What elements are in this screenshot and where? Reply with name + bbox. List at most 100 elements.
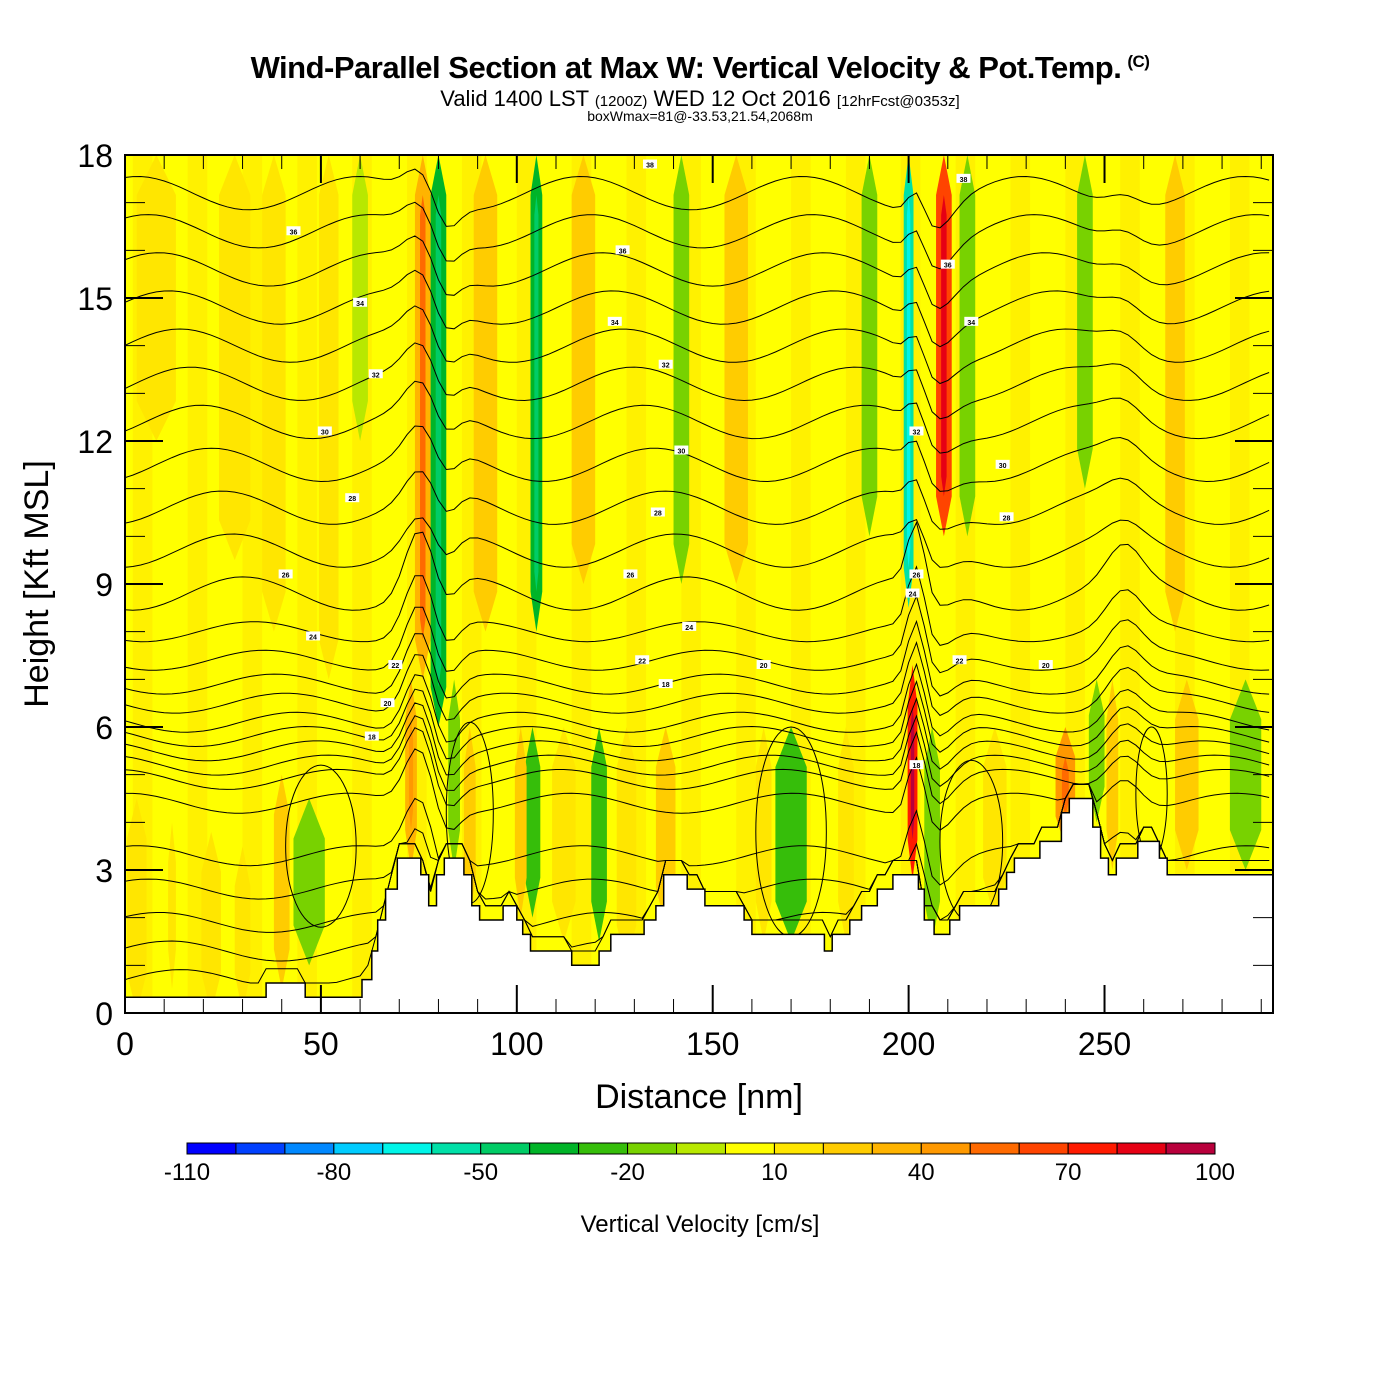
theta-contour-line [125,517,1270,568]
x-axis-label: Distance [nm] [595,1078,803,1116]
colorbar-swatch [1116,1142,1167,1155]
y-tick-label: 3 [95,853,113,889]
contour-label: 32 [658,359,673,370]
contour-label: 28 [999,512,1014,522]
colorbar-swatch [235,1142,286,1155]
colorbar-swatch [284,1142,335,1155]
contour-label: 20 [756,660,771,670]
contour-label-text: 38 [646,163,654,170]
x-tick-label: 100 [490,1026,543,1062]
contour-label-bg [909,426,924,436]
valid-date: WED 12 Oct 2016 [653,86,831,111]
contour-label: 20 [380,698,395,708]
theta-contour-line [125,520,1270,611]
x-tick-label: 0 [116,1026,134,1062]
w-band [552,727,576,942]
contour-label-text: 28 [654,511,662,518]
w-band-core [910,705,915,840]
contour-label: 26 [623,569,638,579]
w-band [1077,155,1093,489]
colorbar-swatch [724,1142,775,1155]
contour-label-text: 36 [290,229,298,236]
contour-label: 18 [658,679,673,689]
theta-contour-line [125,619,1270,699]
contour-label-bg [615,245,630,255]
contour-label-text: 24 [309,634,317,641]
colorbar-swatch [773,1142,824,1155]
copyright-mark: (C) [1127,51,1150,71]
contour-label-text: 26 [627,572,635,579]
contour-label-bg [623,569,638,579]
colorbar-swatch [431,1142,482,1155]
contour-label-text: 32 [372,372,380,379]
contour-label-bg [658,679,673,689]
forecast-info: [12hrFcst@0353z] [836,93,960,110]
contour-label-text: 20 [1042,663,1050,670]
theta-contour-line [125,714,1270,791]
box-info: boxWmax=81@-33.53,21.54,2068m [587,108,813,124]
contour-label: 28 [650,507,665,518]
contour-label-bg [286,226,301,236]
contour-label-bg [278,569,293,579]
theta-contour-line [125,235,1270,310]
colorbar-swatch [1067,1142,1118,1155]
y-tick-label: 12 [77,424,113,460]
chart-title-text: Wind-Parallel Section at Max W: Vertical… [250,50,1122,85]
contour-label-bg [380,698,395,708]
contour-label-text: 34 [967,320,975,327]
contour-label: 26 [278,569,293,579]
contour-label: 30 [317,426,332,436]
contour-label-bg [345,493,360,503]
contour-label-text: 28 [1003,515,1011,522]
contour-label-text: 36 [944,263,952,270]
theta-contour-line [125,680,1270,760]
contour-label: 34 [964,316,979,327]
theta-contour-line [125,425,1270,492]
colorbar-tick-label: 70 [1055,1159,1082,1186]
w-band-core [534,195,539,592]
chart-title: Wind-Parallel Section at Max W: Vertical… [0,50,1400,86]
w-band [473,155,498,632]
colorbar-tick-label: -80 [317,1159,352,1186]
colorbar: -110 -80 -50 -20 10 40 70 100 Vertical Velocity … [164,1142,1235,1238]
contour-label-bg [995,459,1010,469]
contour-label-bg [643,159,658,169]
theta-contour-line [125,594,1270,674]
colorbar-swatch [1165,1142,1216,1155]
w-band [1088,679,1105,823]
theta-contour-line [125,697,1270,776]
contour-label-bg [909,569,924,579]
contour-label-bg [317,426,332,436]
contour-label-bg [999,512,1014,522]
w-band [591,727,607,942]
colorbar-swatch [480,1142,531,1155]
w-band-core [941,195,947,497]
contour-label-bg [909,760,924,770]
x-tick-label: 250 [1078,1026,1131,1062]
contour-label: 36 [940,259,955,270]
w-band-core [1061,756,1069,817]
contour-label-bg [1038,660,1053,670]
contour-label: 36 [615,245,630,255]
y-tick-label: 6 [95,710,113,746]
contour-label: 30 [674,445,689,456]
x-tick-label: 50 [303,1026,339,1062]
contour-label-bg [650,507,665,517]
contour-label-text: 22 [956,658,964,665]
contour-label: 30 [995,459,1010,470]
terrain-profile [125,797,1273,1013]
contour-label-bg [607,316,622,326]
colorbar-swatch [920,1142,971,1155]
theta-contour-line [125,641,1270,721]
contour-label-text: 32 [913,429,921,436]
w-band [273,774,290,990]
w-band [262,155,286,632]
contour-label: 22 [388,660,403,670]
contour-label: 24 [306,631,321,641]
contour-label-text: 20 [384,701,392,708]
colorbar-swatch [969,1142,1020,1155]
contour-label-text: 36 [619,248,627,255]
contour-label: 32 [909,426,924,436]
theta-contour-line [125,727,1270,807]
